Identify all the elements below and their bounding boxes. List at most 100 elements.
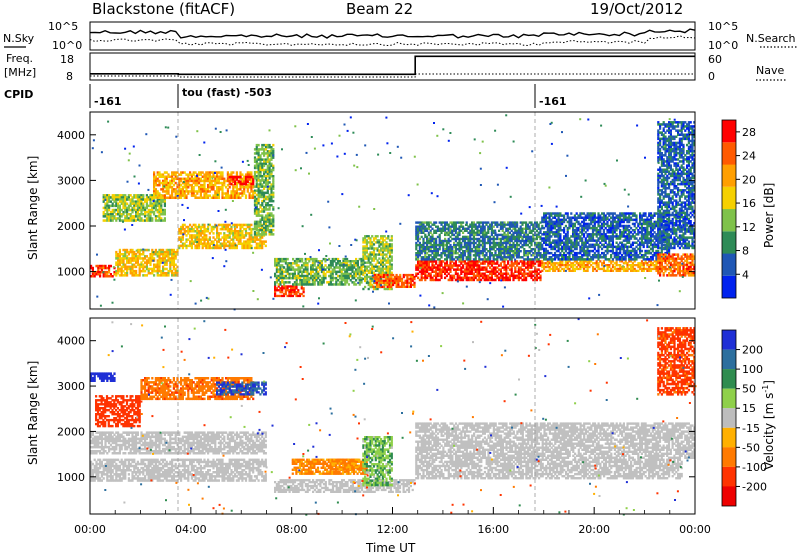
power-cell	[324, 264, 327, 267]
power-cell	[462, 237, 465, 241]
power-cell	[390, 283, 393, 287]
power-cell	[534, 248, 537, 251]
power-cell	[237, 188, 240, 191]
power-cell	[171, 179, 174, 183]
power-cell	[526, 264, 529, 267]
power-cell	[409, 273, 412, 277]
power-cell	[358, 274, 361, 278]
power-cell	[582, 262, 586, 265]
power-cell	[241, 230, 244, 233]
power-cell	[353, 283, 356, 286]
power-cell	[559, 224, 562, 228]
power-cell	[447, 237, 450, 241]
power-cell	[129, 202, 132, 205]
power-cell	[420, 260, 423, 263]
power-cell	[530, 254, 533, 257]
power-cell	[320, 264, 323, 267]
power-cell	[255, 202, 258, 205]
power-cell	[194, 238, 197, 241]
power-cell	[467, 266, 470, 269]
power-cell	[154, 263, 157, 266]
power-cell	[608, 264, 611, 267]
power-cell	[460, 248, 463, 251]
power-cell	[142, 198, 145, 201]
power-cell	[122, 257, 125, 260]
power-cell	[508, 223, 511, 226]
power-cell	[610, 262, 613, 265]
power-cell	[301, 266, 304, 269]
power-cell	[171, 269, 174, 273]
power-cell	[472, 231, 475, 234]
power-cell	[449, 243, 452, 247]
power-cell	[317, 283, 320, 286]
power-cell	[417, 227, 420, 230]
power-cell	[205, 238, 208, 241]
power-cell	[282, 287, 286, 290]
power-cell	[494, 268, 497, 271]
power-cell	[337, 266, 340, 269]
power-cell	[270, 175, 273, 178]
power-cell	[259, 214, 262, 217]
power-cell	[239, 186, 242, 189]
power-cell	[329, 279, 332, 282]
power-cell	[268, 197, 271, 201]
power-cell	[286, 262, 289, 265]
power-cell	[424, 266, 427, 269]
power-cell	[510, 266, 513, 269]
power-cell	[544, 251, 548, 255]
power-cell	[162, 219, 165, 222]
power-cell	[476, 227, 479, 230]
power-cell	[228, 175, 231, 179]
power-cell	[392, 283, 395, 287]
power-cell	[431, 245, 434, 249]
power-cell	[253, 236, 257, 239]
power-cell	[149, 217, 152, 220]
power-cell	[485, 235, 488, 239]
power-cell	[346, 264, 349, 267]
power-cell	[226, 190, 229, 193]
power-cell	[422, 245, 425, 249]
power-cell	[393, 277, 396, 281]
power-cell	[478, 221, 481, 224]
power-cell	[244, 223, 248, 227]
power-cell	[395, 275, 398, 279]
power-cell	[160, 257, 163, 260]
power-cell	[295, 262, 298, 265]
power-cell	[126, 265, 129, 269]
power-cell	[145, 255, 148, 258]
power-cell	[381, 243, 384, 246]
power-cell	[226, 234, 229, 237]
power-cell	[286, 294, 289, 298]
power-cell	[582, 265, 586, 269]
power-cell	[252, 178, 255, 181]
power-cell	[149, 257, 152, 260]
power-cell	[424, 245, 427, 249]
power-cell	[365, 277, 368, 281]
power-cell	[420, 274, 423, 278]
power-cell	[167, 196, 170, 199]
power-cell	[582, 269, 586, 272]
power-cell	[253, 226, 257, 230]
power-cell	[313, 264, 316, 267]
power-cell	[444, 254, 447, 257]
power-cell	[499, 252, 502, 255]
power-cell	[395, 273, 398, 277]
power-cell	[367, 283, 370, 287]
power-cell	[253, 224, 257, 228]
power-cell	[417, 256, 420, 259]
power-cell	[259, 222, 262, 226]
power-cell	[180, 225, 183, 229]
power-cell	[342, 283, 345, 286]
power-cell	[528, 270, 531, 273]
power-cell	[190, 227, 193, 231]
power-cell	[235, 238, 238, 241]
power-cell	[498, 268, 501, 271]
power-cell	[353, 270, 356, 274]
power-cell	[266, 143, 269, 147]
power-cell	[203, 179, 206, 183]
power-cell	[388, 285, 391, 288]
power-cell	[283, 283, 286, 286]
power-cell	[158, 219, 161, 222]
power-cell	[543, 265, 546, 269]
power-cell	[347, 272, 350, 276]
